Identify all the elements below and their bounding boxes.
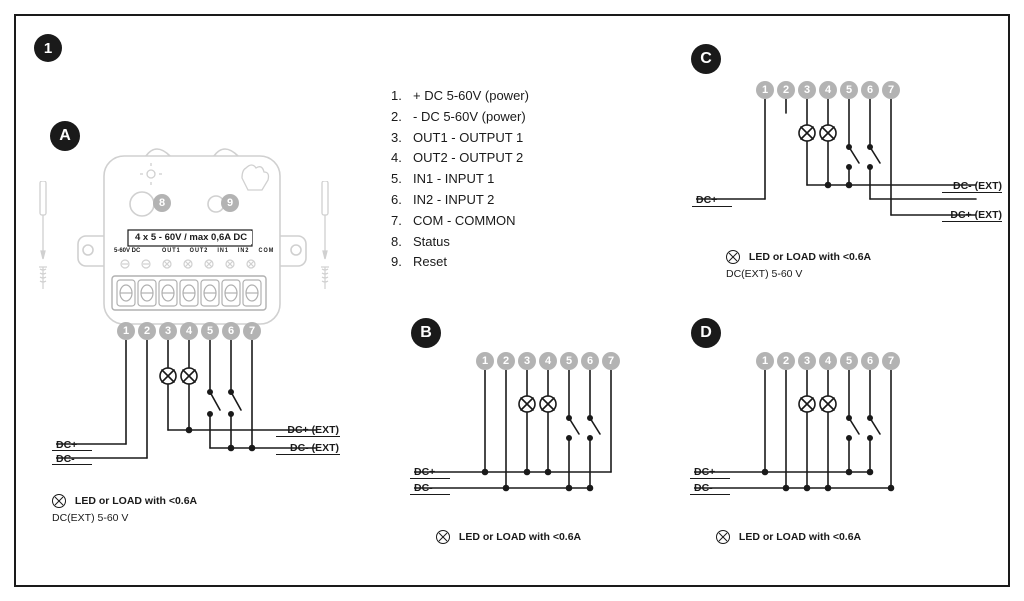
lamp-icon (52, 494, 66, 508)
wiring-diagram-B (414, 370, 654, 520)
reset-button-badge: 9 (221, 194, 239, 212)
legend-item: 3.OUT1 - OUTPUT 1 (391, 128, 529, 149)
dc-plus-ext-label: DC+ (EXT) (279, 424, 339, 436)
dc-minus-ext-label: DC- (EXT) (279, 442, 339, 454)
dc-minus-label: DC- (694, 482, 713, 494)
pin-legend: 1.+ DC 5-60V (power) 2.- DC 5-60V (power… (391, 86, 529, 273)
load-note-C: LED or LOAD with <0.6A (726, 250, 871, 264)
section-badge-D: D (691, 318, 721, 348)
load-note-B: LED or LOAD with <0.6A (436, 530, 581, 544)
dc-plus-label: DC+ (696, 194, 717, 206)
legend-item: 7.COM - COMMON (391, 211, 529, 232)
terminal-row-D: 1 2 3 4 5 6 7 (756, 352, 926, 372)
terminal-row-A: 1 2 3 4 5 6 7 (117, 322, 287, 342)
dc-plus-ext-label: DC+ (EXT) (946, 209, 1002, 221)
legend-item: 6.IN2 - INPUT 2 (391, 190, 529, 211)
wiring-diagram-D (694, 370, 934, 520)
step-badge: 1 (34, 34, 62, 62)
terminal-row-C: 1 2 3 4 5 6 7 (756, 81, 926, 101)
dc-plus-label: DC+ (414, 466, 435, 478)
outer-frame: 1 A 1.+ DC 5-60V (power) 2.- DC 5-60V (p… (14, 14, 1010, 587)
lamp-icon (716, 530, 730, 544)
dcext-note-C: DC(EXT) 5-60 V (726, 268, 802, 280)
power-range-label: 5-60V DC (114, 248, 140, 254)
status-led-badge: 8 (153, 194, 171, 212)
terminal-row-B: 1 2 3 4 5 6 7 (476, 352, 646, 372)
dc-minus-ext-label: DC- (EXT) (946, 180, 1002, 192)
legend-item: 9.Reset (391, 252, 529, 273)
pin-names-row: OUT1 OUT2 IN1 IN2 COM (162, 248, 274, 255)
legend-item: 8.Status (391, 232, 529, 253)
screwdriver-icon (312, 181, 340, 301)
dc-plus-label: DC+ (694, 466, 715, 478)
voltage-rating: 4 x 5 - 60V / max 0,6A DC (130, 231, 252, 244)
legend-item: 4.OUT2 - OUTPUT 2 (391, 148, 529, 169)
dcext-note-A: DC(EXT) 5-60 V (52, 512, 128, 524)
section-badge-B: B (411, 318, 441, 348)
lamp-icon (436, 530, 450, 544)
legend-item: 5.IN1 - INPUT 1 (391, 169, 529, 190)
section-badge-C: C (691, 44, 721, 74)
screwdriver-icon (30, 181, 58, 301)
legend-item: 2.- DC 5-60V (power) (391, 107, 529, 128)
load-note-A: LED or LOAD with <0.6A (52, 494, 197, 508)
dc-minus-label: DC- (414, 482, 433, 494)
legend-item: 1.+ DC 5-60V (power) (391, 86, 529, 107)
wiring-diagram-A (56, 340, 336, 490)
lamp-icon (726, 250, 740, 264)
load-note-D: LED or LOAD with <0.6A (716, 530, 861, 544)
